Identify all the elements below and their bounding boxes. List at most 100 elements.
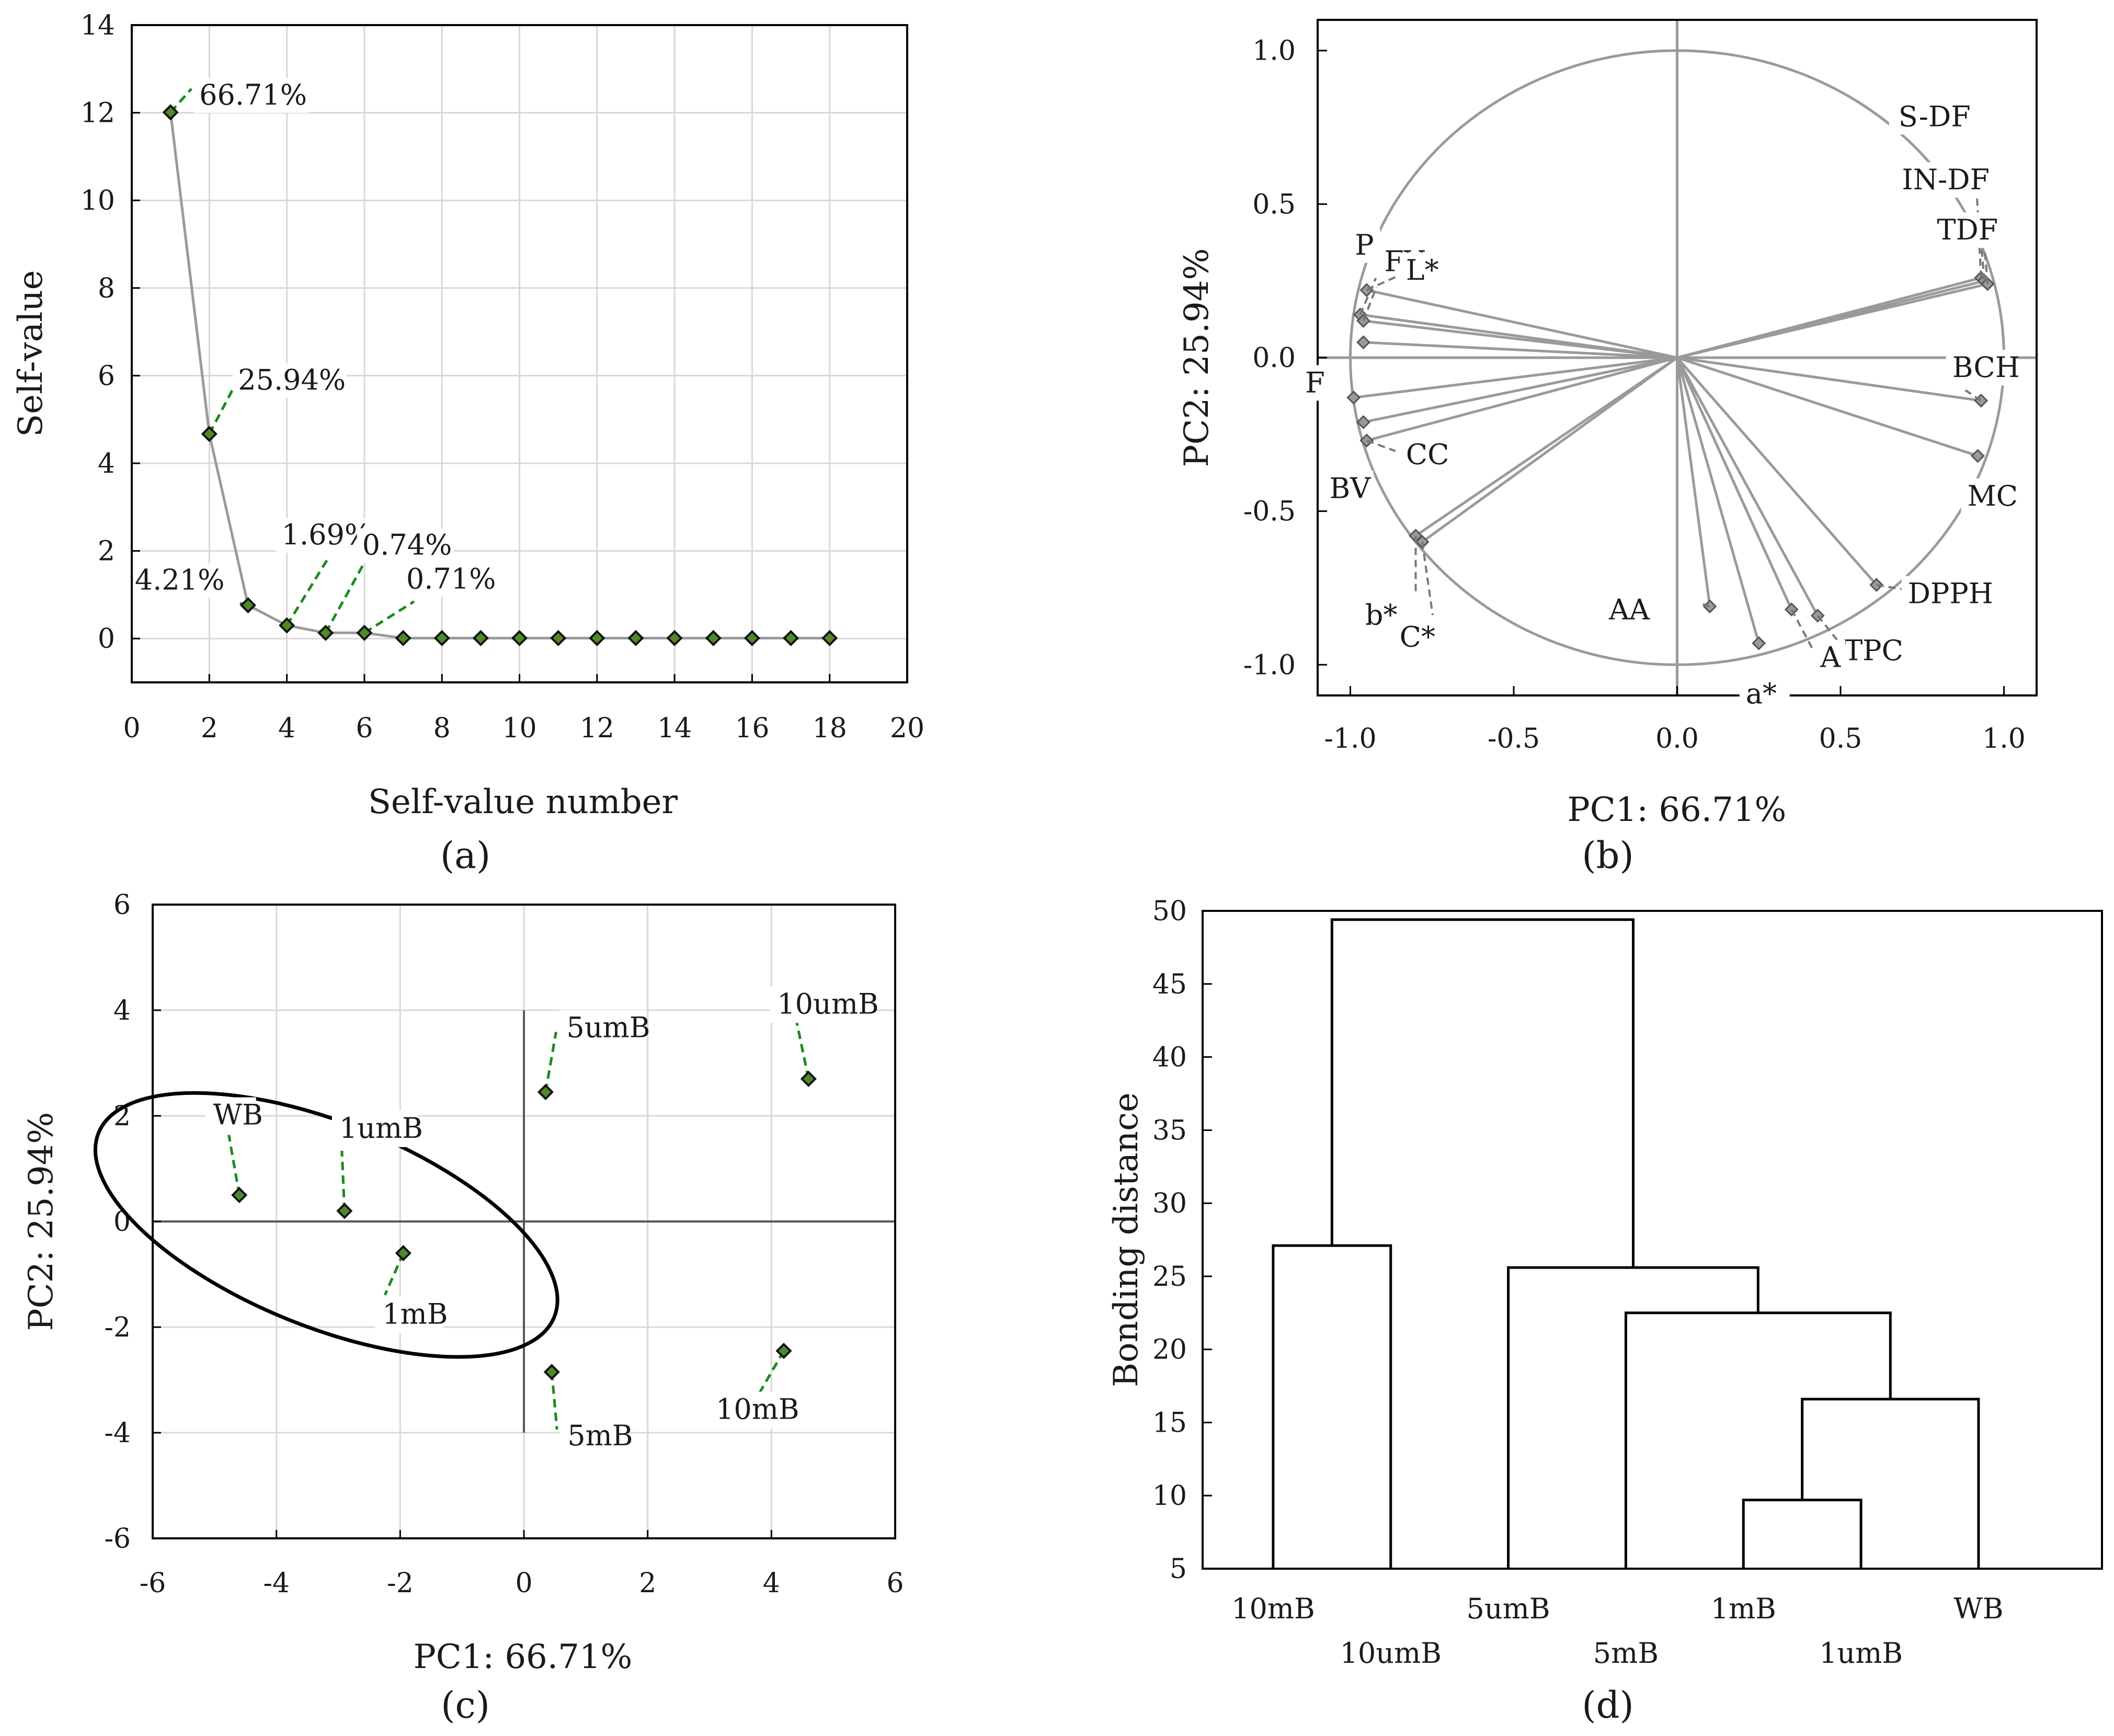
- panel-label: (d): [1582, 1684, 1633, 1727]
- x-tick-label: 1.0: [1982, 723, 2026, 755]
- label-bg: [1391, 619, 1442, 655]
- leader-line: [1984, 252, 1989, 284]
- leader-line: [324, 556, 369, 634]
- y-tick-label: 4: [113, 995, 131, 1026]
- variance-annotation: 0.74%: [362, 528, 452, 561]
- data-point: [589, 630, 605, 646]
- loading-point: [1752, 636, 1766, 650]
- x-tick-label: 14: [657, 713, 692, 744]
- leader-line: [1421, 542, 1434, 615]
- leader-line: [1816, 615, 1839, 643]
- label-bg: [375, 1296, 443, 1333]
- leader-line: [1790, 609, 1814, 649]
- sample-point: [231, 1186, 248, 1204]
- sample-point: [537, 1083, 554, 1101]
- data-point: [782, 630, 799, 646]
- y-tick-label: 10: [1152, 1480, 1187, 1512]
- data-point: [317, 624, 334, 641]
- variable-label: AA: [1608, 593, 1650, 626]
- variable-label: L*: [1406, 254, 1439, 287]
- y-tick-label: -0.5: [1243, 496, 1296, 528]
- data-point: [239, 597, 257, 614]
- label-bg: [709, 1391, 794, 1429]
- loading-vector: [1421, 356, 1678, 543]
- y-tick-label: 0: [98, 623, 115, 655]
- sample-point: [395, 1245, 412, 1262]
- x-tick-label: 6: [356, 713, 373, 744]
- y-axis-label: PC2: 25.94%: [22, 1112, 61, 1331]
- loading-vector: [1677, 356, 1982, 402]
- label-bg: [1814, 639, 1846, 676]
- label-bg: [1399, 437, 1450, 473]
- data-point: [627, 630, 644, 646]
- leader-line: [1701, 602, 1710, 608]
- leaf-label: 5mB: [1593, 1637, 1659, 1670]
- x-tick-label: -6: [140, 1568, 166, 1599]
- sample-point: [800, 1070, 817, 1087]
- y-tick-label: 5: [1170, 1554, 1187, 1585]
- label-bg: [332, 1110, 418, 1147]
- variable-label: a*: [1746, 677, 1777, 710]
- variance-annotation: 66.71%: [199, 78, 307, 111]
- x-axis-label: PC1: 66.71%: [414, 1638, 633, 1676]
- panel-label: (a): [440, 834, 490, 877]
- y-tick-label: 45: [1152, 969, 1187, 1000]
- sample-label: 10umB: [777, 987, 878, 1020]
- y-tick-label: 2: [98, 536, 115, 567]
- loading-point: [1356, 335, 1370, 350]
- label-bg: [1323, 471, 1374, 507]
- leader-line: [794, 1015, 810, 1079]
- sample-label: 5mB: [567, 1419, 633, 1452]
- y-tick-label: 0.0: [1252, 342, 1296, 374]
- y-tick-label: -1.0: [1243, 649, 1296, 681]
- data-point: [472, 630, 489, 646]
- dendrogram-link: [1742, 1499, 1862, 1569]
- leader-line: [363, 600, 415, 634]
- sample-label: 5umB: [566, 1011, 650, 1044]
- x-tick-label: 0.0: [1655, 723, 1699, 755]
- variance-annotation: 0.71%: [406, 562, 496, 595]
- loading-vector: [1676, 357, 1711, 607]
- x-tick-label: 6: [886, 1568, 904, 1599]
- sample-label: 1umB: [339, 1112, 423, 1145]
- sample-label: 1mB: [382, 1298, 448, 1331]
- variable-label: TPC: [1844, 634, 1903, 667]
- panel-b-loading-plot: -1.0 -0.5 0.0 0.5 1.0 1.0 0.5 0.0 -0.5 -1.0 S-DF IN…: [1178, 19, 2038, 877]
- panel-label: (b): [1582, 834, 1633, 877]
- data-point: [744, 630, 760, 646]
- data-point: [511, 630, 528, 646]
- variable-label: TDF: [1937, 213, 1998, 246]
- label-bg: [560, 1418, 629, 1455]
- x-tick-label: -2: [387, 1568, 414, 1599]
- variance-annotation: 1.69%: [282, 518, 372, 551]
- leaf-label: 1mB: [1711, 1592, 1776, 1625]
- loading-point: [1356, 415, 1370, 429]
- x-tick-label: 2: [639, 1568, 656, 1599]
- x-tick-label: 20: [890, 713, 924, 744]
- data-point: [201, 426, 218, 442]
- variable-label: DPPH: [1908, 577, 1993, 610]
- leader-line: [1964, 389, 1982, 402]
- label-bg: [205, 1097, 256, 1134]
- sample-point: [775, 1342, 792, 1360]
- variable-label: C*: [1400, 620, 1435, 653]
- data-point: [162, 104, 179, 121]
- variable-label: P: [1355, 229, 1374, 261]
- x-tick-label: 4: [278, 713, 295, 744]
- leader-line: [227, 1135, 241, 1195]
- label-bg: [1961, 478, 2012, 514]
- label-bg: [1901, 576, 1990, 612]
- x-tick-label: -1.0: [1324, 723, 1376, 755]
- annotation-bg: [357, 528, 454, 563]
- variable-label: CC: [1406, 438, 1449, 471]
- x-tick-label: 16: [735, 713, 769, 744]
- data-point: [821, 630, 838, 646]
- label-bg: [1349, 227, 1380, 263]
- variable-label: A: [1820, 641, 1841, 674]
- leader-line: [1366, 276, 1396, 291]
- y-tick-label: 0.5: [1252, 189, 1296, 220]
- x-tick-label: 4: [763, 1568, 780, 1599]
- variable-label: BCH: [1952, 351, 2020, 384]
